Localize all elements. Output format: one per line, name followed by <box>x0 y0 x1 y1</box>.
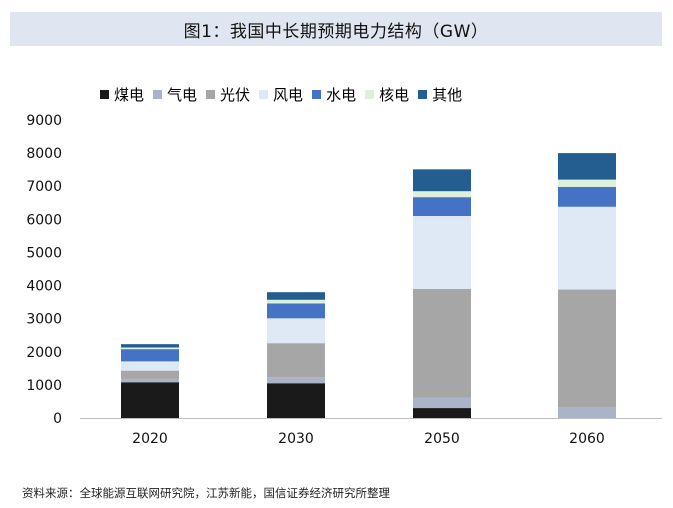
title-bar: 图1：我国中长期预期电力结构（GW） <box>10 12 662 46</box>
y-tick-label: 8000 <box>26 146 62 162</box>
bar-segment <box>558 179 616 187</box>
legend-item: 核电 <box>365 84 409 105</box>
legend-item: 水电 <box>312 84 356 105</box>
y-tick-label: 7000 <box>26 179 62 195</box>
y-tick-label: 3000 <box>26 312 62 328</box>
bar-segment <box>413 191 471 198</box>
bar-segment <box>413 288 471 398</box>
bar-segment <box>413 408 471 418</box>
bar-segment <box>413 397 471 409</box>
legend-swatch <box>100 90 109 99</box>
bar-segment <box>413 216 471 289</box>
chart-legend: 煤电 气电 光伏 风电 水电 核电 其他 <box>100 84 471 105</box>
bar-segment <box>558 153 616 180</box>
chart-title: 图1：我国中长期预期电力结构（GW） <box>183 21 489 42</box>
y-tick-label: 5000 <box>26 245 62 261</box>
bar-segment <box>121 370 179 379</box>
legend-swatch <box>418 90 428 99</box>
bar-segment <box>121 382 179 418</box>
x-tick-label: 2030 <box>278 431 314 447</box>
legend-swatch <box>206 90 216 99</box>
bar-segment <box>413 169 471 192</box>
y-tick-label: 9000 <box>26 113 62 129</box>
bar-segment <box>267 299 325 304</box>
bar-segment <box>558 289 616 408</box>
legend-label: 煤电 <box>114 86 145 104</box>
bar-segment <box>558 186 616 207</box>
bar-segment <box>121 361 179 371</box>
bar-segment <box>121 349 179 362</box>
legend-swatch <box>312 90 322 99</box>
legend-label: 气电 <box>167 86 198 104</box>
legend-label: 风电 <box>273 86 304 104</box>
x-tick-label: 2060 <box>569 431 605 447</box>
legend-item: 光伏 <box>206 84 250 105</box>
stacked-bar-chart: 0 1000 2000 3000 4000 5000 6000 7000 8000 9000 202… <box>26 113 662 447</box>
legend-swatch <box>259 90 269 99</box>
bar-segment <box>413 197 471 217</box>
bar-segment <box>121 347 179 350</box>
legend-item: 气电 <box>153 84 197 105</box>
legend-label: 光伏 <box>220 86 251 104</box>
source-note: 资料来源：全球能源互联网研究院，江苏新能，国信证券经济研究所整理 <box>22 486 390 500</box>
y-tick-label: 1000 <box>26 378 62 394</box>
y-tick-label: 6000 <box>26 212 62 228</box>
y-tick-label: 4000 <box>26 279 62 295</box>
legend-label: 其他 <box>432 86 463 104</box>
bar-segment <box>267 303 325 319</box>
legend-swatch <box>365 90 375 99</box>
bar-segment <box>267 292 325 300</box>
bar-segment <box>267 343 325 378</box>
y-tick-label: 0 <box>53 411 62 427</box>
bar-segment <box>267 318 325 344</box>
legend-item: 煤电 <box>100 84 144 105</box>
legend-item: 风电 <box>259 84 303 105</box>
bar-segment <box>558 407 616 418</box>
legend-label: 核电 <box>379 86 410 104</box>
bar-segment <box>558 206 616 290</box>
bar-segment <box>267 383 325 418</box>
y-tick-label: 2000 <box>26 345 62 361</box>
legend-label: 水电 <box>326 86 357 104</box>
legend-item: 其他 <box>418 84 462 105</box>
x-tick-label: 2050 <box>424 431 460 447</box>
legend-swatch <box>153 90 163 99</box>
bar-segment <box>121 344 179 348</box>
bar-segment <box>121 378 179 383</box>
bar-segment <box>267 377 325 384</box>
x-tick-label: 2020 <box>132 431 168 447</box>
